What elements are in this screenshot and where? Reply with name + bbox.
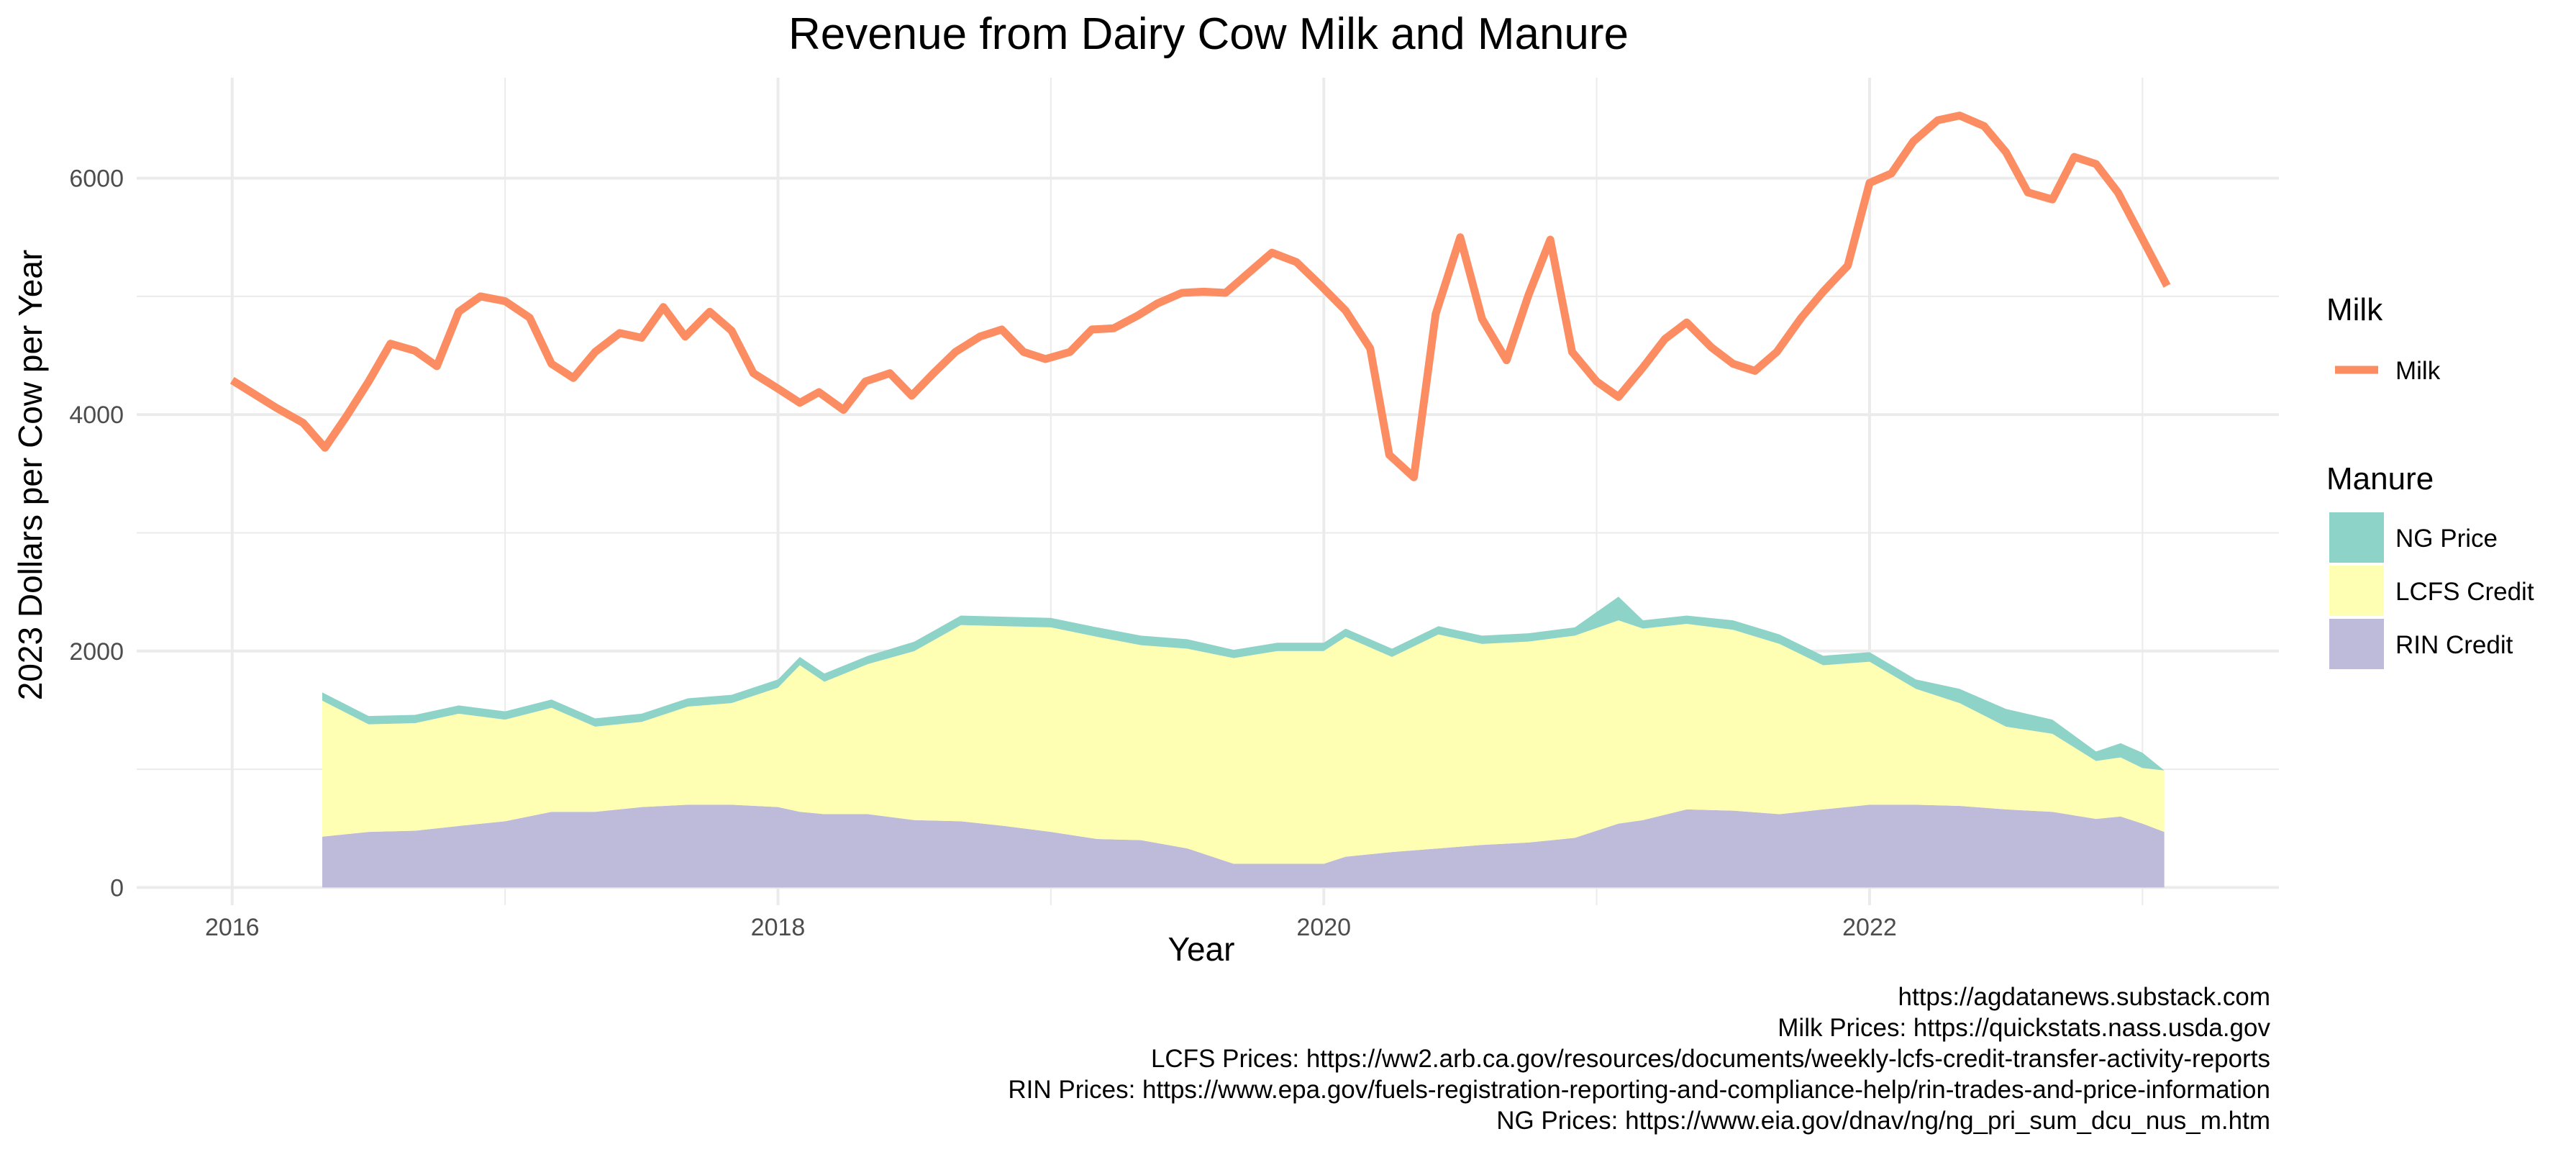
legend-label-lcfs: LCFS Credit [2395, 578, 2534, 606]
legend-title-milk: Milk [2326, 292, 2383, 327]
y-tick-label: 6000 [69, 165, 124, 193]
axis-ticks: 2016 2018 2020 2022 0 2000 4000 6000 [69, 165, 1896, 941]
manure-areas [322, 597, 2165, 888]
x-tick-label: 2016 [205, 914, 260, 941]
caption-line: Milk Prices: https://quickstats.nass.usd… [1778, 1014, 2270, 1042]
y-tick-label: 4000 [69, 402, 124, 429]
rin-credit-area [322, 804, 2165, 888]
y-tick-label: 0 [110, 874, 124, 902]
legend: Milk Milk Manure NG Price LCFS Credit RI… [2326, 292, 2534, 669]
x-axis-label: Year [1168, 930, 1235, 968]
y-tick-label: 2000 [69, 638, 124, 666]
y-axis-label: 2023 Dollars per Cow per Year [12, 250, 49, 700]
legend-key-ng [2329, 512, 2384, 563]
captions: https://agdatanews.substack.com Milk Pri… [1008, 983, 2270, 1135]
legend-label-rin: RIN Credit [2395, 631, 2513, 659]
lcfs-credit-area [322, 620, 2165, 864]
milk-line-group [229, 112, 2171, 481]
legend-title-manure: Manure [2326, 461, 2434, 496]
caption-line: RIN Prices: https://www.epa.gov/fuels-re… [1008, 1076, 2270, 1104]
chart-title: Revenue from Dairy Cow Milk and Manure [788, 9, 1629, 59]
legend-label-ng: NG Price [2395, 525, 2498, 553]
legend-key-rin [2329, 619, 2384, 669]
x-tick-label: 2020 [1296, 914, 1351, 941]
caption-line: LCFS Prices: https://ww2.arb.ca.gov/reso… [1151, 1045, 2270, 1073]
caption-line: NG Prices: https://www.eia.gov/dnav/ng/n… [1496, 1107, 2270, 1135]
caption-line: https://agdatanews.substack.com [1898, 983, 2271, 1011]
x-tick-label: 2018 [751, 914, 806, 941]
milk-line [229, 112, 2171, 481]
legend-key-lcfs [2329, 566, 2384, 616]
legend-label-milk: Milk [2395, 357, 2441, 385]
x-tick-label: 2022 [1842, 914, 1897, 941]
